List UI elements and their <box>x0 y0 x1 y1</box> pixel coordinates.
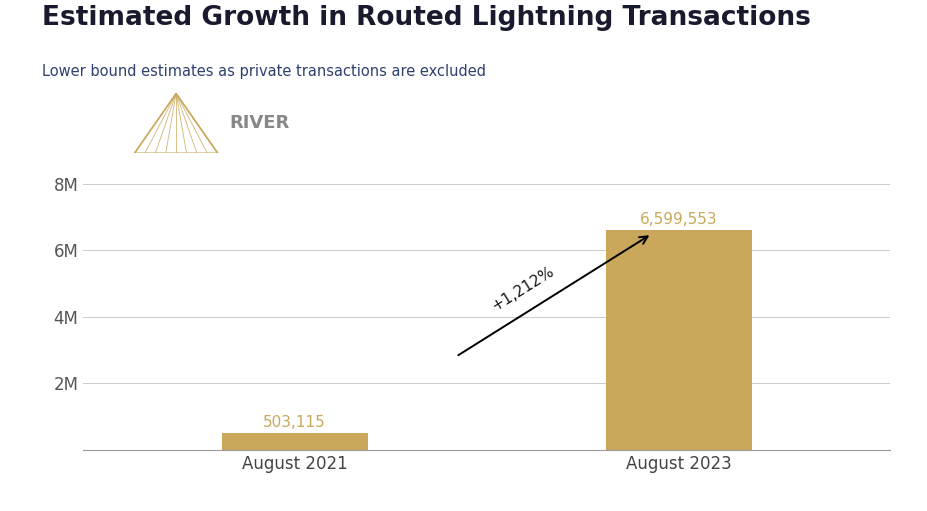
Bar <box>222 433 368 450</box>
Text: 6,599,553: 6,599,553 <box>640 212 717 227</box>
Text: Lower bound estimates as private transactions are excluded: Lower bound estimates as private transac… <box>42 64 486 79</box>
Bar <box>605 230 752 450</box>
Text: RIVER: RIVER <box>230 114 290 132</box>
Text: +1,212%: +1,212% <box>489 264 557 314</box>
Text: Estimated Growth in Routed Lightning Transactions: Estimated Growth in Routed Lightning Tra… <box>42 5 810 31</box>
Text: 503,115: 503,115 <box>263 414 326 430</box>
